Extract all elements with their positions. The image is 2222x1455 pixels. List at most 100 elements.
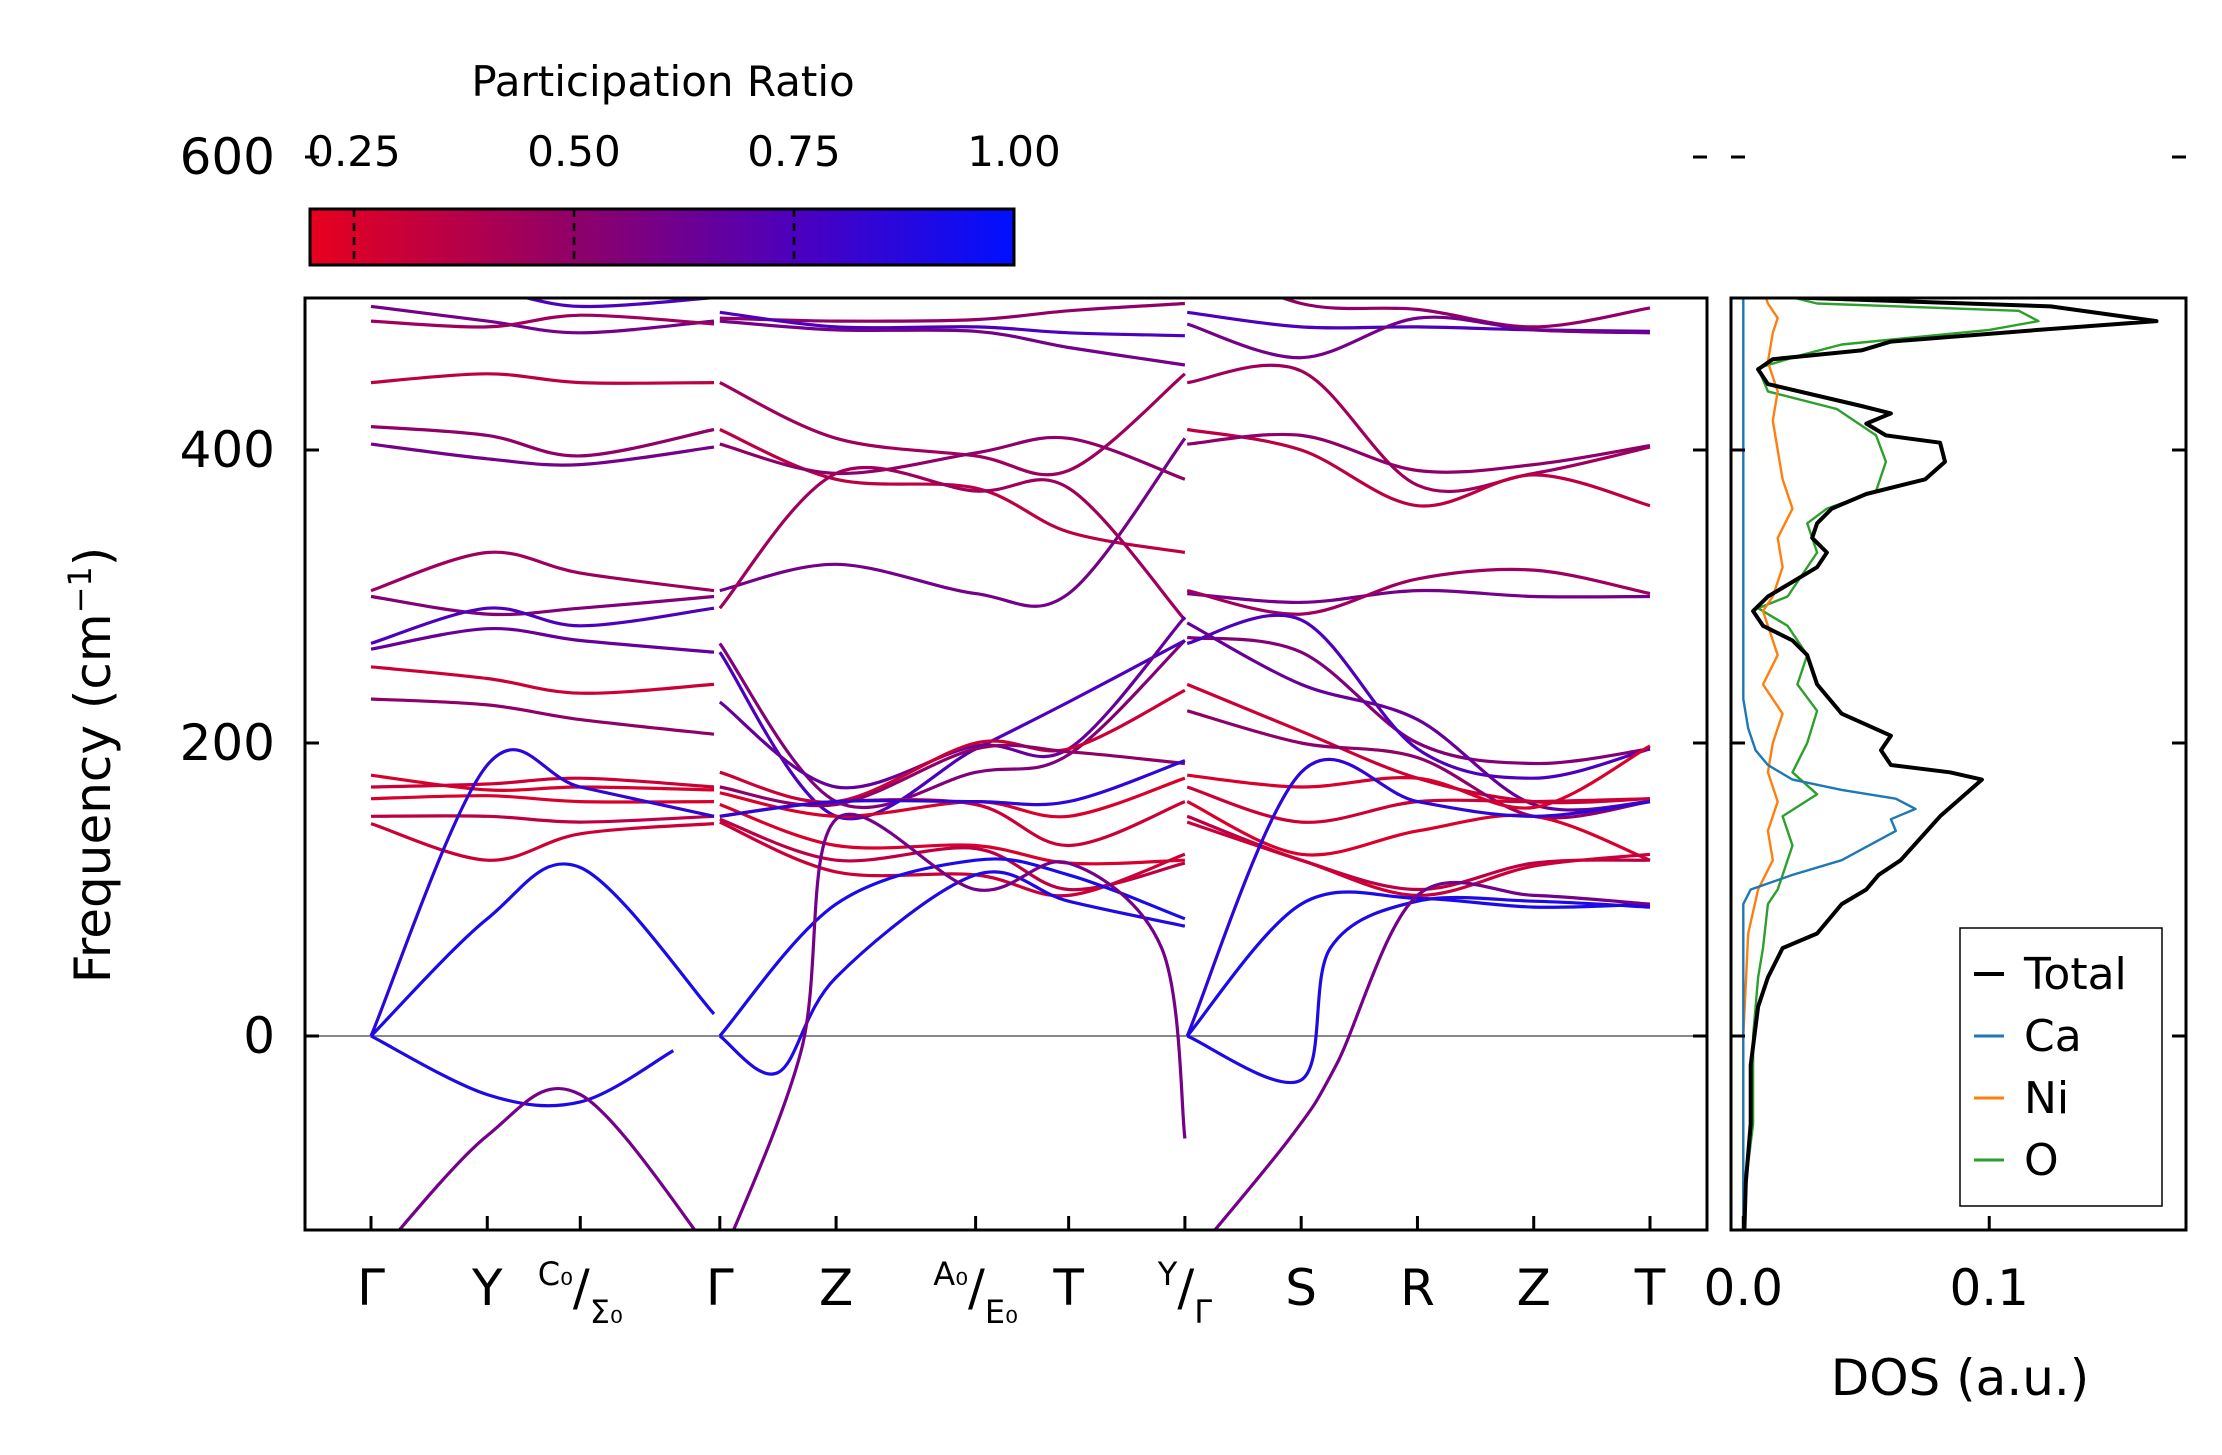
band-line <box>719 802 1185 866</box>
band-line <box>371 298 715 309</box>
dos-panel: 0.0 0.1 DOS (a.u.) Total Ca Ni O <box>1704 155 2188 1407</box>
band-line <box>1187 6 1650 94</box>
band-line <box>370 304 715 335</box>
k-point-label: S <box>1285 1259 1317 1317</box>
band-lines <box>369 0 1651 1230</box>
legend-label-ni: Ni <box>2024 1073 2069 1124</box>
band-line <box>731 812 1187 1230</box>
band-line <box>719 428 1186 555</box>
colorbar-tick-label: 0.50 <box>527 127 621 176</box>
legend-label-o: O <box>2024 1135 2059 1186</box>
dos-lines <box>1742 298 2159 1230</box>
k-point-label: A₀/E₀ <box>933 1255 1018 1331</box>
band-line <box>1187 151 1650 221</box>
band-line <box>1186 567 1651 616</box>
band-line <box>1186 895 1651 1084</box>
y-tick-label: 0 <box>243 1007 275 1065</box>
k-label-slash: / <box>573 1259 590 1317</box>
band-line <box>1186 315 1651 360</box>
band-line <box>397 1087 697 1230</box>
band-line <box>370 1034 675 1108</box>
dos-x-ticks: 0.0 0.1 <box>1704 1216 2029 1317</box>
dos-x-tick-label: 0.0 <box>1704 1259 1784 1317</box>
band-line <box>1186 820 1651 898</box>
band-line <box>1187 588 1651 605</box>
colorbar-tick-label: 1.00 <box>967 127 1061 176</box>
y-axis-label-main: Frequency (cm <box>64 613 122 983</box>
band-line <box>1186 427 1651 508</box>
band-line <box>370 822 715 862</box>
y-axis-label: Frequency (cm−1) <box>61 547 122 984</box>
k-label-slash: / <box>1177 1259 1194 1317</box>
k-point-label: Γ <box>357 1259 385 1317</box>
band-line <box>1187 128 1650 186</box>
band-line <box>718 857 1186 1038</box>
y-tick-label: 200 <box>180 714 275 772</box>
k-point-label: Y/Γ <box>1157 1255 1212 1331</box>
band-line <box>719 372 1186 477</box>
band-x-ticks: Γ Y C₀/Σ₀ Γ Z A₀/E₀ T Y/Γ S R Z T <box>357 1216 1666 1331</box>
band-line <box>719 437 1187 608</box>
band-line <box>1187 744 1651 810</box>
band-line <box>1185 757 1651 1037</box>
band-line <box>370 626 715 654</box>
k-point-label: T <box>1634 1259 1666 1317</box>
k-point-label: Y <box>471 1259 503 1317</box>
band-line <box>369 862 716 1038</box>
band-line <box>718 870 1186 1076</box>
band-line <box>1187 78 1650 173</box>
k-label-right: Σ₀ <box>590 1293 623 1331</box>
band-line <box>370 594 715 617</box>
band-line <box>1212 880 1651 1230</box>
band-line <box>370 606 715 645</box>
band-line <box>719 688 1186 804</box>
k-label-slash: / <box>968 1259 985 1317</box>
dos-line-ni <box>1742 298 1794 1230</box>
band-line <box>370 372 715 385</box>
k-point-label: Z <box>1517 1259 1551 1317</box>
band-line <box>370 814 715 824</box>
band-line <box>719 759 1186 818</box>
dos-y-ticks <box>1731 155 2186 1038</box>
y-axis-label-exponent: −1 <box>61 566 99 613</box>
k-label-left: Y <box>1157 1255 1178 1293</box>
colorbar-tick-label: 0.75 <box>747 127 841 176</box>
y-axis-label-close: ) <box>64 547 122 567</box>
colorbar-ticks: 0.25 0.50 0.75 1.00 <box>307 127 1061 265</box>
band-line <box>370 776 715 789</box>
colorbar-tick-label: 0.25 <box>307 127 401 176</box>
colorbar: Participation Ratio 0.25 0.50 0.75 1.00 <box>307 57 1061 267</box>
band-line <box>370 794 715 804</box>
k-point-label: C₀/Σ₀ <box>538 1255 623 1331</box>
k-point-label: T <box>1052 1259 1084 1317</box>
band-line <box>370 442 715 467</box>
dos-axes-frame <box>1729 296 2188 1232</box>
band-line <box>718 639 1187 810</box>
band-line <box>1187 46 1650 182</box>
band-line <box>718 465 1187 621</box>
band-line <box>719 310 1185 338</box>
k-point-label: Γ <box>706 1259 734 1317</box>
k-point-label: Z <box>819 1259 853 1317</box>
band-line <box>371 0 714 46</box>
band-line <box>370 773 715 792</box>
band-line <box>370 665 715 695</box>
k-label-left: C₀ <box>538 1255 573 1293</box>
band-line <box>1185 890 1651 1038</box>
y-tick-label: 400 <box>180 421 275 479</box>
band-axes-frame <box>303 296 1709 1232</box>
band-line <box>719 301 1185 323</box>
band-line <box>370 313 715 329</box>
k-label-right: Γ <box>1194 1293 1212 1331</box>
band-line <box>718 615 1187 790</box>
colorbar-gradient <box>308 207 1016 267</box>
y-tick-label: 600 <box>180 128 275 186</box>
band-line <box>370 425 715 458</box>
band-line <box>370 697 715 736</box>
dos-x-axis-label: DOS (a.u.) <box>1831 1349 2090 1407</box>
dos-legend: Total Ca Ni O <box>1959 927 2163 1207</box>
legend-label-ca: Ca <box>2024 1011 2082 1062</box>
band-line <box>1278 298 1651 329</box>
band-line <box>1186 363 1651 494</box>
